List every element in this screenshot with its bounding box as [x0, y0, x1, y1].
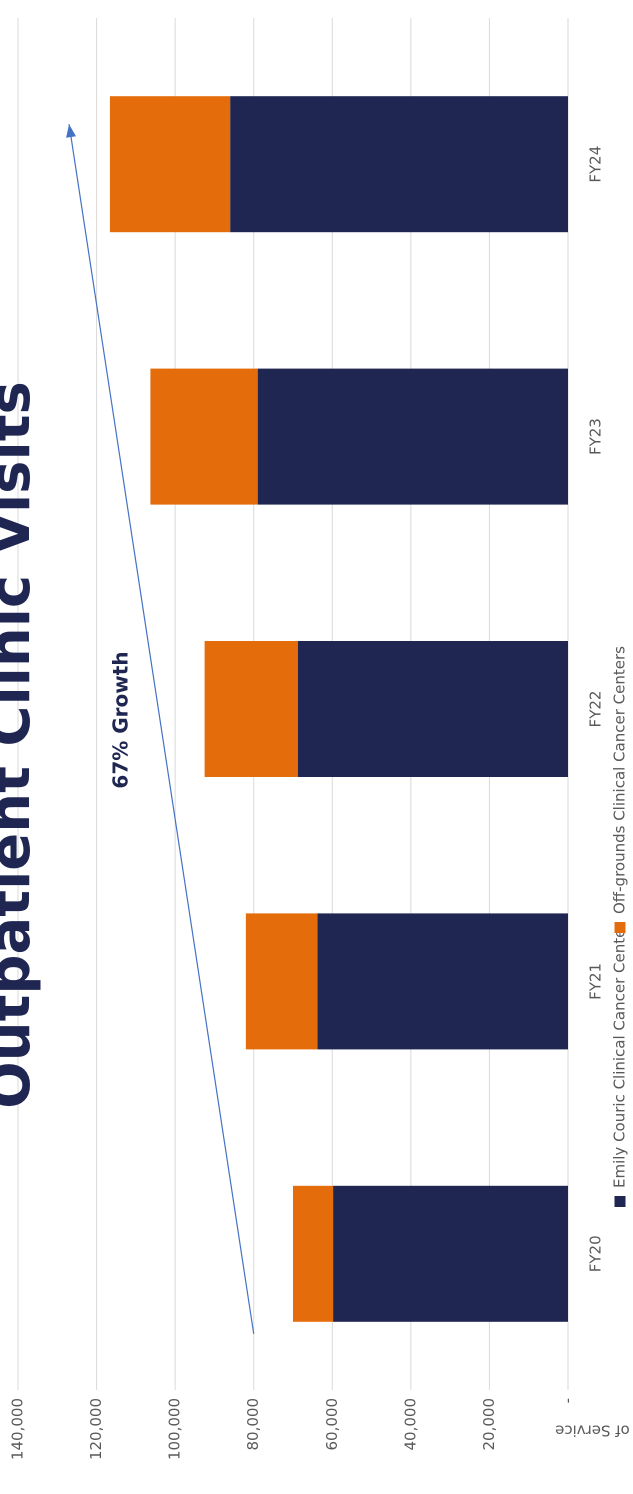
bar-emily-couric — [317, 913, 568, 1050]
y-tick-label: 120,000 — [87, 1398, 105, 1460]
bar-emily-couric — [230, 96, 568, 233]
growth-annotation: 67% Growth — [109, 651, 133, 788]
growth-arrow-head — [66, 124, 76, 138]
legend-swatch-off-grounds — [614, 922, 626, 933]
y-tick-label: 20,000 — [480, 1398, 498, 1451]
y-tick-label: 80,000 — [244, 1398, 262, 1451]
chart-title: Outpatient Clinic Visits — [0, 381, 43, 1109]
bar-off-grounds — [204, 641, 298, 777]
x-tick-label: FY23 — [587, 418, 605, 455]
y-tick-label: - — [559, 1398, 577, 1403]
legend-label-emily-couric: Emily Couric Clinical Cancer Center — [611, 922, 629, 1188]
y-tick-label: 140,000 — [9, 1398, 27, 1460]
legend-swatch-emily-couric — [614, 1196, 626, 1207]
bar-emily-couric — [333, 1185, 568, 1322]
x-tick-label: FY22 — [587, 691, 605, 728]
bar-emily-couric — [297, 641, 568, 777]
legend: Emily Couric Clinical Cancer Center Off-… — [611, 646, 629, 1207]
x-tick-labels: FY20 FY21 FY22 FY23 FY24 — [587, 146, 605, 1272]
y-tick-label: 60,000 — [323, 1398, 341, 1451]
growth-arrow — [68, 124, 255, 1334]
x-tick-label: FY21 — [587, 963, 605, 1000]
bars — [109, 96, 568, 1322]
bar-off-grounds — [245, 913, 318, 1050]
y-tick-label: 100,000 — [166, 1398, 184, 1460]
bar-off-grounds — [150, 368, 258, 505]
x-tick-label: FY24 — [587, 146, 605, 183]
bar-off-grounds — [109, 96, 231, 233]
y-tick-label: 40,000 — [401, 1398, 419, 1451]
y-tick-labels: - 20,000 40,000 60,000 80,000 100,000 120,000 1… — [9, 1398, 577, 1460]
bar-off-grounds — [293, 1185, 334, 1322]
x-tick-label: FY20 — [587, 1235, 605, 1272]
y-axis-title: Units of Service — [555, 1422, 633, 1440]
legend-label-off-grounds: Off-grounds Clinical Cancer Centers — [611, 646, 629, 914]
bar-emily-couric — [257, 368, 568, 505]
